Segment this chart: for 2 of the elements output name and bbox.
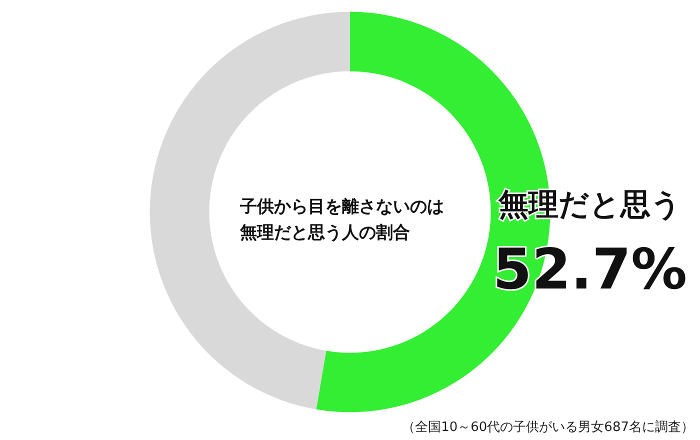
text: 子供から目を離さないのは無理だと思う人の割合 [239, 197, 444, 243]
text: （全国10～60代の子供がいる男女687名に調査） [402, 420, 694, 435]
